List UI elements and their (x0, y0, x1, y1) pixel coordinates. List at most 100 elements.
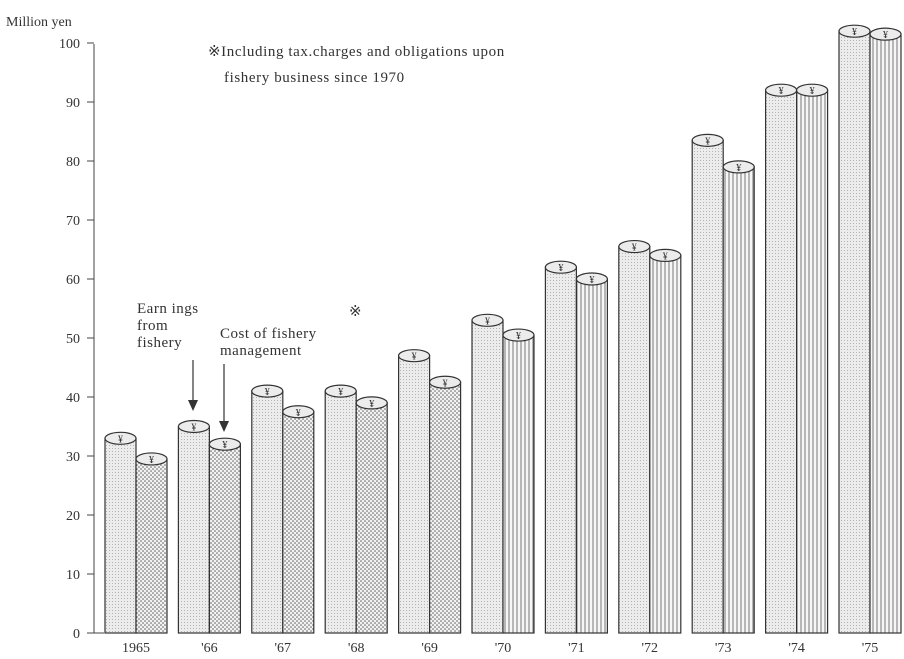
cost-bar (795, 89, 829, 634)
earnings-bar (398, 355, 431, 634)
earnings-bar-cap (691, 133, 724, 147)
cost-bar-cap (282, 405, 315, 419)
earnings-bar-cap (104, 431, 137, 445)
cost-label-line-2: management (220, 343, 302, 359)
cost-bar-cap (869, 27, 902, 41)
earnings-arrowhead (188, 400, 198, 411)
cost-bar-yen-mark: ¥ (883, 30, 888, 41)
earnings-bar-yen-mark: ¥ (118, 434, 123, 445)
cost-bar-yen-mark: ¥ (589, 275, 594, 286)
earnings-bar-yen-mark: ¥ (338, 387, 343, 398)
cost-bar (355, 402, 388, 634)
cost-bar-yen-mark: ¥ (663, 251, 668, 262)
y-tick-label: 20 (66, 509, 80, 524)
earnings-bar-cap (838, 24, 871, 38)
cost-bar (722, 166, 755, 634)
y-tick-label: 60 (66, 273, 80, 288)
y-tick-label: 70 (66, 214, 80, 229)
cost-bar-yen-mark: ¥ (149, 455, 154, 466)
cost-bar (208, 443, 241, 634)
cost-bar (575, 278, 609, 634)
earnings-bar-yen-mark: ¥ (779, 86, 784, 97)
y-tick-label: 30 (66, 450, 80, 465)
cost-label-line-1: Cost of fishery (220, 326, 317, 342)
cost-bar-cap (795, 83, 829, 97)
cost-bar (502, 334, 535, 634)
y-tick-label: 50 (66, 332, 80, 347)
cost-bar-yen-mark: ¥ (222, 440, 227, 451)
cost-bar-yen-mark: ¥ (369, 399, 374, 410)
earnings-label-line-3: fishery (137, 335, 183, 351)
earnings-label-line-1: Earn ings (137, 301, 199, 317)
earnings-bar-cap (324, 384, 357, 398)
earnings-bar-yen-mark: ¥ (852, 27, 857, 38)
x-tick-label: '74 (788, 641, 805, 656)
x-tick-label: '73 (715, 641, 732, 656)
x-tick-label: '75 (862, 641, 879, 656)
earnings-bar-yen-mark: ¥ (191, 423, 196, 434)
cost-bar-yen-mark: ¥ (296, 408, 301, 419)
cost-bar (135, 458, 168, 634)
cost-bar-cap (722, 160, 755, 174)
y-axis-label: Million yen (6, 15, 72, 30)
earnings-bar (691, 139, 724, 634)
cost-bar (282, 411, 315, 634)
earnings-bar (324, 390, 357, 634)
earnings-bar (544, 266, 578, 634)
earnings-bar (177, 425, 210, 634)
earnings-bar-yen-mark: ¥ (705, 136, 710, 147)
earnings-bar-cap (471, 313, 504, 327)
earnings-bar-cap (544, 260, 578, 274)
earnings-label-line-2: from (137, 318, 169, 334)
x-tick-label: '68 (348, 641, 365, 656)
cost-bar (869, 33, 902, 634)
x-tick-label: '70 (495, 641, 512, 656)
y-tick-label: 0 (73, 627, 80, 642)
chart-note: ※Including tax.charges and obligations u… (208, 39, 505, 91)
cost-bar (429, 381, 462, 634)
cost-bar-cap (649, 248, 682, 262)
cost-label: Cost of fishery management (220, 326, 317, 360)
cost-bar-cap (135, 452, 168, 466)
x-tick-label: '66 (201, 641, 218, 656)
x-tick-label: '72 (642, 641, 659, 656)
earnings-bar-yen-mark: ¥ (265, 387, 270, 398)
note-line-2: fishery business since 1970 (224, 70, 405, 86)
cost-bar-yen-mark: ¥ (736, 163, 741, 174)
earnings-bar (838, 30, 871, 634)
earnings-bar-yen-mark: ¥ (412, 352, 417, 363)
y-tick-label: 100 (59, 37, 80, 52)
earnings-bar (251, 390, 284, 634)
asterisk-marker: ※ (349, 304, 363, 320)
cost-bar-cap (208, 437, 241, 451)
earnings-bar-yen-mark: ¥ (632, 243, 637, 254)
earnings-bar-cap (251, 384, 284, 398)
cost-bar-cap (575, 272, 609, 286)
cost-bar-cap (355, 396, 388, 410)
cost-bar-yen-mark: ¥ (516, 331, 521, 342)
y-tick-label: 80 (66, 155, 80, 170)
y-tick-label: 90 (66, 96, 80, 111)
note-line-1: ※Including tax.charges and obligations u… (208, 44, 505, 60)
earnings-bar-yen-mark: ¥ (485, 316, 490, 327)
x-tick-label: '71 (568, 641, 585, 656)
earnings-bar (618, 245, 651, 634)
x-tick-label: '67 (275, 641, 292, 656)
y-tick-label: 40 (66, 391, 80, 406)
cost-bar-cap (502, 328, 535, 342)
cost-arrowhead (219, 421, 229, 432)
x-tick-label: 1965 (122, 641, 150, 656)
earnings-bar-cap (177, 419, 210, 434)
cost-bar-yen-mark: ¥ (810, 86, 815, 97)
earnings-bar (104, 437, 137, 634)
earnings-bar-cap (618, 239, 651, 254)
earnings-label: Earn ings from fishery (137, 301, 199, 352)
x-tick-label: '69 (421, 641, 438, 656)
earnings-bar (764, 89, 798, 634)
earnings-bar (471, 319, 504, 634)
earnings-bar-cap (398, 349, 431, 363)
y-tick-label: 10 (66, 568, 80, 583)
cost-bar-yen-mark: ¥ (443, 378, 448, 389)
cost-bar-cap (429, 375, 462, 389)
